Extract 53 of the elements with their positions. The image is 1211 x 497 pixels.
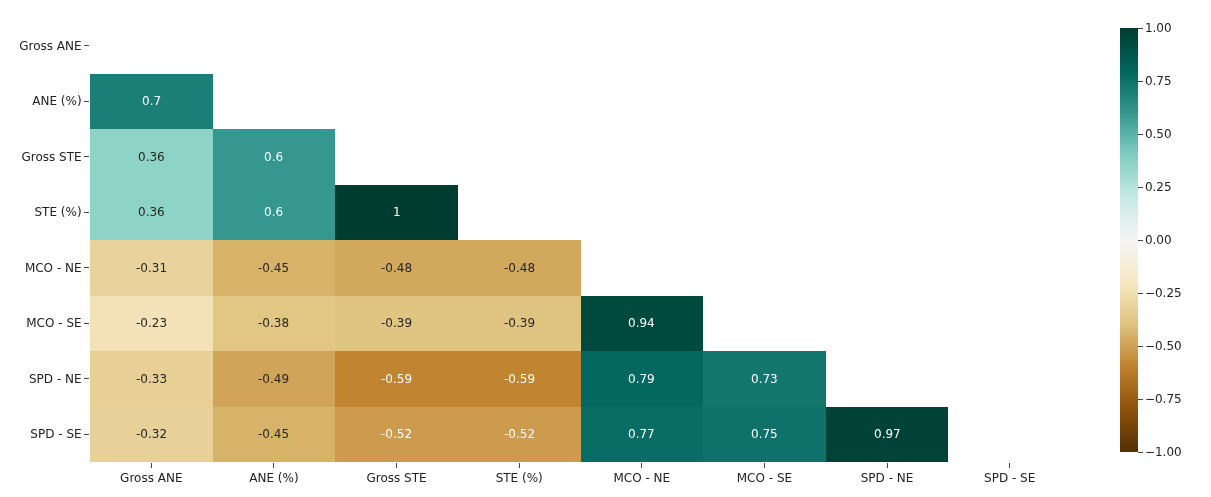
y-tick-label: STE (%) [34, 205, 82, 220]
data-label: 0.77 [628, 427, 655, 441]
data-label: 0.79 [628, 372, 655, 386]
data-label: 0.7 [142, 94, 162, 108]
data-label: 1 [393, 205, 401, 219]
x-tick-label: SPD - NE [860, 471, 914, 486]
color-bar-label: −0.75 [1144, 392, 1182, 407]
x-tick-label: Gross STE [366, 471, 427, 486]
data-label: 0.36 [138, 205, 165, 219]
data-label: -0.45 [258, 427, 290, 441]
data-label: -0.52 [504, 427, 536, 441]
x-tick-label: MCO - NE [613, 471, 671, 486]
x-tick-label: STE (%) [495, 471, 543, 486]
x-tick-label: ANE (%) [249, 471, 299, 486]
y-tick-label: ANE (%) [32, 94, 82, 109]
data-label: -0.38 [258, 316, 290, 330]
color-bar-label: 0.50 [1144, 127, 1172, 142]
data-label: -0.23 [136, 316, 168, 330]
data-label: 0.6 [264, 150, 284, 164]
color-bar-label: −1.00 [1144, 445, 1182, 460]
data-label: -0.48 [504, 261, 536, 275]
color-bar-label: −0.50 [1144, 339, 1182, 354]
x-tick-label: MCO - SE [736, 471, 793, 486]
data-label: 0.97 [874, 427, 901, 441]
y-tick-label: Gross ANE [19, 38, 82, 53]
y-tick-label: SPD - NE [28, 371, 82, 386]
y-tick-label: SPD - SE [30, 427, 82, 442]
data-label: -0.39 [381, 316, 413, 330]
data-label: -0.39 [504, 316, 536, 330]
y-tick-label: MCO - SE [26, 316, 82, 331]
color-bar-label: 1.00 [1144, 21, 1172, 36]
data-label: -0.32 [136, 427, 168, 441]
color-bar-label: 0.75 [1144, 74, 1172, 89]
color-bar-label: −0.25 [1144, 286, 1182, 301]
x-tick-label: SPD - SE [984, 471, 1036, 486]
data-label: 0.75 [751, 427, 778, 441]
color-bar-label: 0.00 [1144, 233, 1172, 248]
data-label: 0.6 [264, 205, 284, 219]
color-bar-label: 0.25 [1144, 180, 1172, 195]
data-label: -0.52 [381, 427, 413, 441]
data-label: -0.59 [504, 372, 536, 386]
x-tick-label: Gross ANE [120, 471, 183, 486]
data-label: -0.48 [381, 261, 413, 275]
y-tick-label: MCO - NE [24, 260, 82, 275]
data-label: 0.36 [138, 150, 165, 164]
data-label: 0.73 [751, 372, 778, 386]
data-label: -0.31 [136, 261, 168, 275]
data-label: 0.94 [628, 316, 655, 330]
data-label: -0.49 [258, 372, 290, 386]
data-label: -0.45 [258, 261, 290, 275]
data-label: -0.59 [381, 372, 413, 386]
data-label: -0.33 [136, 372, 168, 386]
y-tick-label: Gross STE [21, 149, 82, 164]
